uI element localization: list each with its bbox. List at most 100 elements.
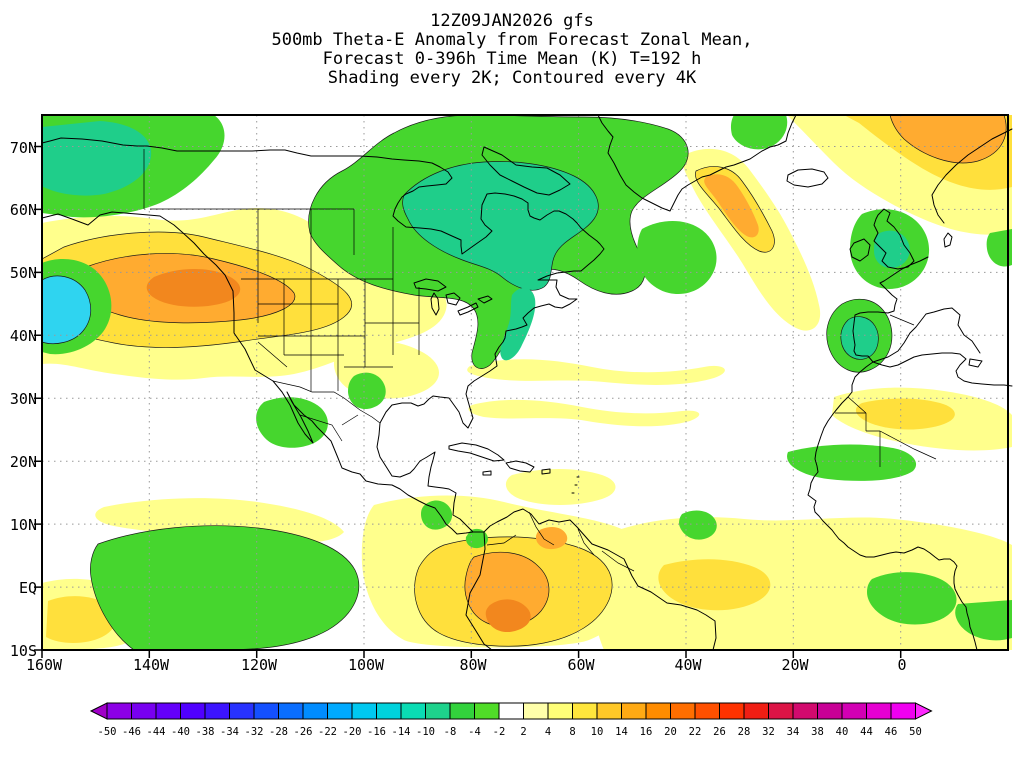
colorbar-label: -40 [171, 726, 190, 738]
colorbar-label: -28 [269, 726, 288, 738]
colorbar-segment [768, 702, 794, 720]
colorbar-label: -4 [468, 726, 481, 738]
colorbar-label: 46 [885, 726, 898, 738]
coastline-puerto-rico [541, 468, 551, 475]
colorbar-segment [302, 702, 328, 720]
colorbar-segment [474, 702, 500, 720]
colorbar-label: -8 [444, 726, 457, 738]
europe-borders [889, 314, 915, 326]
colorbar-segment [841, 702, 867, 720]
colorbar-segment [229, 702, 255, 720]
colorbar-label: -46 [122, 726, 141, 738]
lat-label-60n: 60N [9, 201, 37, 219]
colorbar-label: -14 [392, 726, 411, 738]
colorbar-label: -2 [493, 726, 506, 738]
colorbar-label: 22 [689, 726, 702, 738]
colorbar-arrow-right [915, 702, 933, 720]
colorbar-label: 10 [591, 726, 604, 738]
lat-label-50n: 50N [9, 264, 37, 282]
coastline-scandinavia [931, 128, 1013, 224]
colorbar-segment [670, 702, 696, 720]
coastline-hispaniola [505, 460, 535, 473]
map-frame [41, 114, 1009, 651]
shading-layer [41, 114, 1012, 651]
colorbar-segment [866, 702, 892, 720]
colorbar-segment [425, 702, 451, 720]
colorbar-label: -20 [343, 726, 362, 738]
lat-label-70n: 70N [9, 139, 37, 157]
colorbar-label: -16 [367, 726, 386, 738]
coastline-iceland [786, 168, 829, 188]
colorbar-label: -50 [98, 726, 117, 738]
colorbar-segment [351, 702, 377, 720]
colorbar-label: -32 [245, 726, 264, 738]
colorbar-segment [890, 702, 916, 720]
colorbar-label: 38 [811, 726, 824, 738]
colorbar-label: -26 [294, 726, 313, 738]
coastline-gulf-atlantic-arctic [41, 137, 605, 533]
colorbar-segment [155, 702, 181, 720]
coastlines [41, 114, 1013, 651]
lat-label-40n: 40N [9, 327, 37, 345]
colorbar-label: 8 [569, 726, 575, 738]
lon-label-80w: 80W [459, 656, 487, 674]
south-america-borders [486, 511, 635, 572]
coastline-greenland [597, 114, 797, 212]
colorbar-segment [645, 702, 671, 720]
colorbar-segment [621, 702, 647, 720]
colorbar-label: 14 [615, 726, 628, 738]
colorbar-segment [253, 702, 279, 720]
coastline-denmark [943, 232, 953, 248]
colorbar-segment [817, 702, 843, 720]
us-mexico-border [272, 380, 381, 442]
coastline-lesser-antilles [571, 476, 580, 494]
lat-label-30n: 30N [9, 390, 37, 408]
colorbar: -50 -46 -4 4 -40 -38 -34 -32 -28 -26 -2 2 -20 -16 -14 -… [89, 701, 934, 747]
colorbar-label: 16 [640, 726, 653, 738]
colorbar-segment [376, 702, 402, 720]
lat-label-eq: EQ [18, 579, 37, 597]
colorbar-segment [327, 702, 353, 720]
anomaly-map-svg [34, 114, 1013, 658]
lon-label-160w: 160W [25, 656, 63, 674]
coastline-africa-north [872, 352, 1013, 387]
colorbar-label: -34 [220, 726, 239, 738]
colorbar-label: 44 [860, 726, 873, 738]
colorbar-label: 2 [520, 726, 526, 738]
colorbar-segment [204, 702, 230, 720]
colorbar-segment [792, 702, 818, 720]
coastline-sicily [968, 358, 983, 368]
colorbar-segment [719, 702, 745, 720]
colorbar-segment [400, 702, 426, 720]
colorbar-label: 4 [545, 726, 551, 738]
lon-label-120w: 120W [240, 656, 278, 674]
lon-label-140w: 140W [132, 656, 170, 674]
lat-label-10s: 10S [9, 642, 37, 660]
colorbar-label: 28 [738, 726, 751, 738]
coastline-jamaica [482, 470, 492, 476]
colorbar-segment [498, 702, 524, 720]
colorbar-label: -38 [196, 726, 215, 738]
colorbar-segment [131, 702, 157, 720]
lon-label-40w: 40W [674, 656, 702, 674]
model-run-line: 12Z09JAN2026 gfs [430, 11, 594, 31]
great-lakes [413, 278, 493, 316]
axis-ticks [34, 145, 902, 658]
political-borders [143, 149, 937, 572]
coastline-baffin-island [481, 146, 571, 196]
colorbar-segment [596, 702, 622, 720]
colorbar-arrow-left [89, 702, 108, 720]
coastline-south-america-east [483, 508, 717, 651]
colorbar-segment [547, 702, 573, 720]
forecast-line: Forecast 0-396h Time Mean (K) T=192 h [322, 49, 702, 69]
colorbar-segment [694, 702, 720, 720]
title-block: 12Z09JAN2026 gfs 500mb Theta-E Anomaly f… [0, 12, 1024, 88]
left-ticks [34, 145, 42, 651]
africa-borders [835, 396, 937, 467]
colorbar-segment [743, 702, 769, 720]
bottom-ticks [41, 650, 902, 658]
shading-info-line: Shading every 2K; Contoured every 4K [327, 68, 697, 88]
colorbar-label: 26 [713, 726, 726, 738]
lat-label-10n: 10N [9, 516, 37, 534]
